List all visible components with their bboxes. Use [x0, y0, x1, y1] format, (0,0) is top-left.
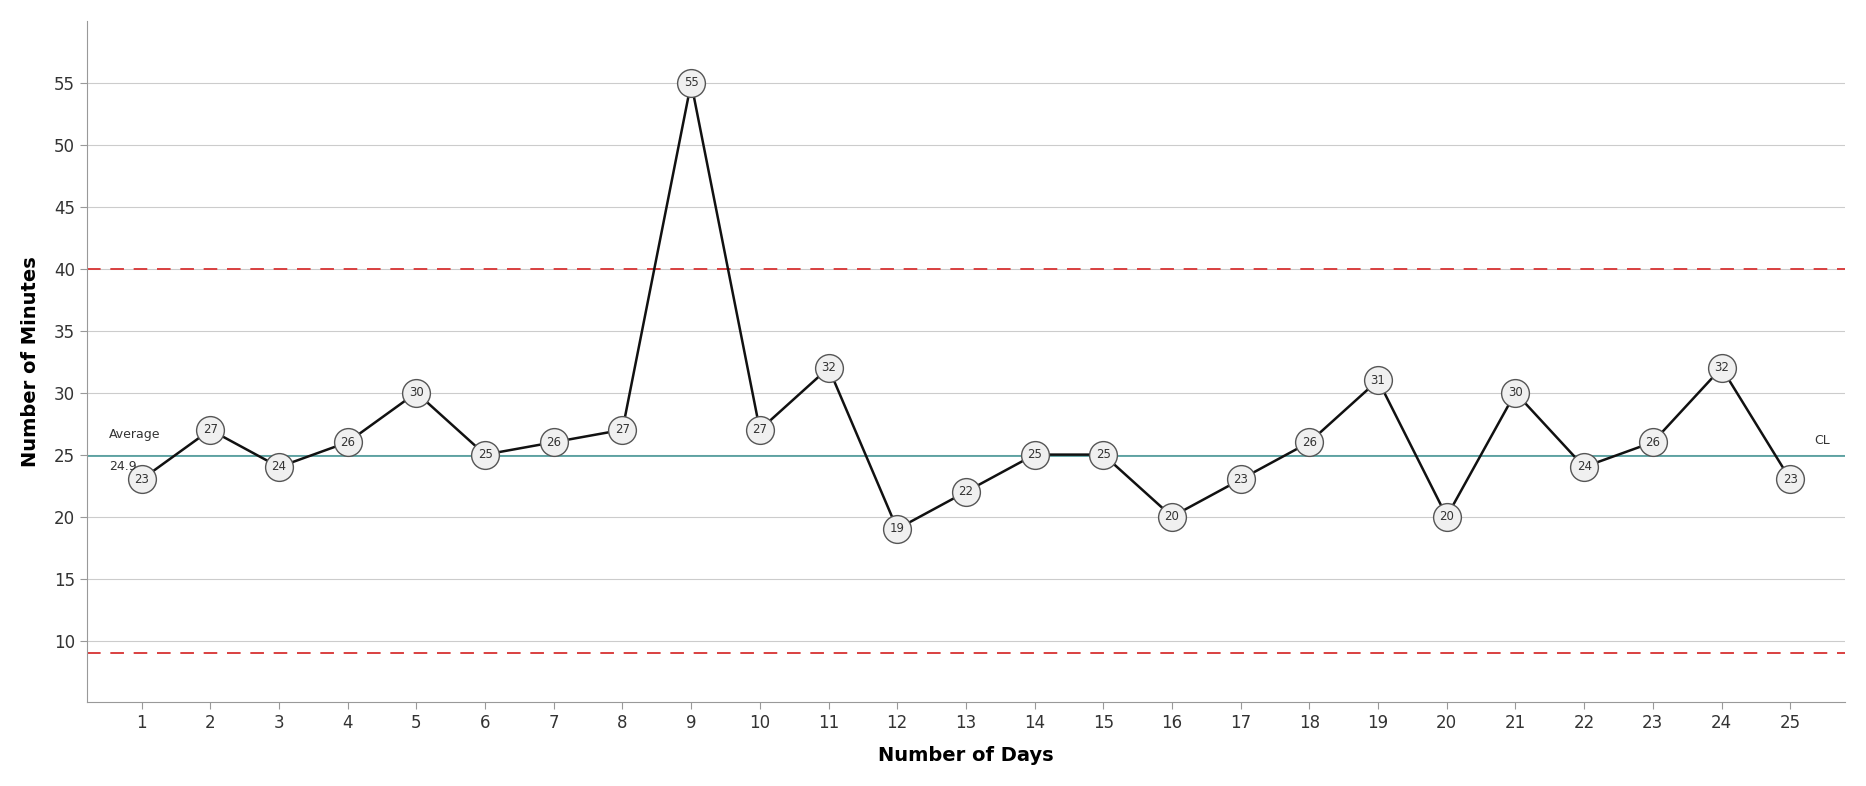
Text: 25: 25 [1095, 448, 1110, 461]
Text: 30: 30 [1508, 386, 1523, 399]
Text: 25: 25 [1026, 448, 1041, 461]
Text: 26: 26 [340, 435, 355, 449]
Text: 24.9: 24.9 [108, 460, 136, 472]
Text: 23: 23 [1233, 473, 1248, 486]
Text: 26: 26 [547, 435, 562, 449]
Text: 24: 24 [271, 461, 287, 473]
Text: 27: 27 [203, 424, 218, 436]
Text: 30: 30 [409, 386, 424, 399]
Text: CL: CL [1814, 435, 1831, 447]
Y-axis label: Number of Minutes: Number of Minutes [21, 256, 39, 467]
Text: 20: 20 [1164, 510, 1179, 523]
Text: 32: 32 [1715, 362, 1730, 374]
Text: 27: 27 [616, 424, 631, 436]
Text: 23: 23 [134, 473, 149, 486]
Text: 55: 55 [683, 76, 698, 90]
Text: 19: 19 [890, 523, 905, 535]
Text: 23: 23 [1782, 473, 1797, 486]
Text: 20: 20 [1439, 510, 1454, 523]
Text: 24: 24 [1577, 461, 1592, 473]
Text: 25: 25 [478, 448, 493, 461]
Text: Average: Average [108, 428, 160, 441]
X-axis label: Number of Days: Number of Days [879, 746, 1054, 765]
Text: 27: 27 [752, 424, 767, 436]
Text: 26: 26 [1646, 435, 1661, 449]
Text: 32: 32 [821, 362, 836, 374]
Text: 26: 26 [1302, 435, 1317, 449]
Text: 22: 22 [959, 485, 974, 498]
Text: 31: 31 [1372, 373, 1385, 387]
